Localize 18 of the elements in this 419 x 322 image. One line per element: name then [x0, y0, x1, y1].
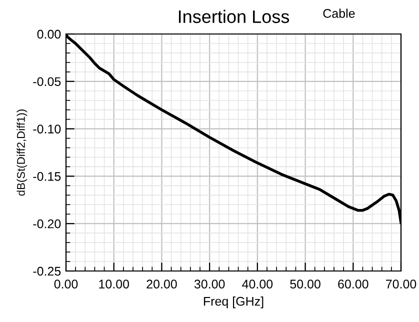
x-tick-label: 60.00 [338, 280, 368, 289]
y-tick-label: -0.15 [33, 172, 61, 181]
y-tick-label: -0.05 [33, 77, 61, 86]
x-tick-label: 0.00 [54, 280, 78, 289]
x-tick-label: 50.00 [290, 280, 320, 289]
x-tick-label: 10.00 [99, 280, 130, 289]
x-tick-label: 40.00 [242, 280, 273, 289]
x-axis-title: Freq [GHz] [204, 296, 264, 308]
y-tick-label: 0.00 [37, 30, 61, 39]
chart-title: Insertion Loss [178, 10, 290, 24]
x-tick-label: 30.00 [194, 280, 225, 289]
y-tick-label: -0.25 [33, 266, 61, 276]
x-tick-label: 20.00 [146, 280, 177, 289]
text: Cable [323, 8, 355, 18]
y-tick-label: -0.10 [33, 124, 61, 134]
x-tick-label: 70.00 [386, 280, 416, 289]
y-axis-title: dB(St(Diff2,Diff1)) [16, 110, 28, 196]
y-tick-label: -0.20 [33, 219, 61, 228]
